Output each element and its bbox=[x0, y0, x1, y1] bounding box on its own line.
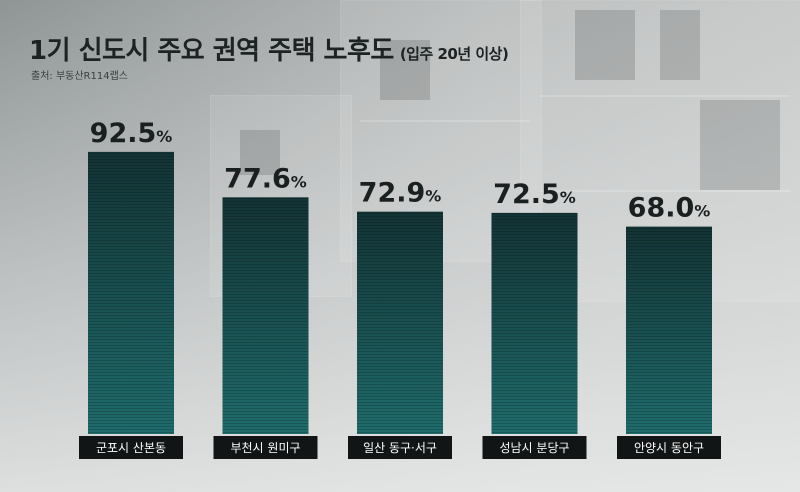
window-shape bbox=[380, 40, 430, 100]
window-shape bbox=[575, 10, 635, 80]
chart-title-text: 1기 신도시 주요 권역 주택 노후도 bbox=[29, 36, 394, 66]
window-shape bbox=[700, 100, 780, 190]
category-label-box bbox=[482, 436, 587, 459]
bar-texture bbox=[88, 151, 174, 434]
category-label-box bbox=[213, 436, 318, 459]
value-label-5: 68.0% bbox=[628, 193, 711, 224]
category-label-box bbox=[617, 436, 721, 459]
category-label-4: 성남시 분당구 bbox=[499, 441, 569, 455]
bar-texture bbox=[357, 211, 443, 434]
category-label-box bbox=[79, 436, 183, 459]
value-label-2: 77.6% bbox=[224, 163, 307, 194]
chart-title: 1기 신도시 주요 권역 주택 노후도 (입주 20년 이상) bbox=[29, 30, 509, 67]
window-shape bbox=[240, 130, 280, 175]
source-note: 출처: 부동산R114랩스 bbox=[31, 71, 128, 82]
value-label-1: 92.5% bbox=[90, 118, 173, 149]
category-label-5: 안양시 동안구 bbox=[634, 441, 704, 455]
value-label-4: 72.5% bbox=[493, 179, 576, 210]
category-label-2: 부천시 원미구 bbox=[230, 440, 300, 455]
chart-subtitle: (입주 20년 이상) bbox=[399, 45, 509, 63]
category-label-1: 군포시 산본동 bbox=[96, 441, 166, 455]
balcony-rail bbox=[540, 95, 790, 97]
category-label-box bbox=[348, 436, 452, 459]
bar-texture bbox=[491, 212, 578, 434]
bar-texture bbox=[626, 226, 712, 434]
window-shape bbox=[660, 10, 700, 80]
category-label-3: 일산 동구·서구 bbox=[363, 441, 437, 455]
bar-texture bbox=[222, 197, 309, 434]
value-label-3: 72.9% bbox=[359, 178, 442, 209]
balcony-rail bbox=[540, 190, 790, 192]
balcony-rail bbox=[360, 120, 530, 122]
